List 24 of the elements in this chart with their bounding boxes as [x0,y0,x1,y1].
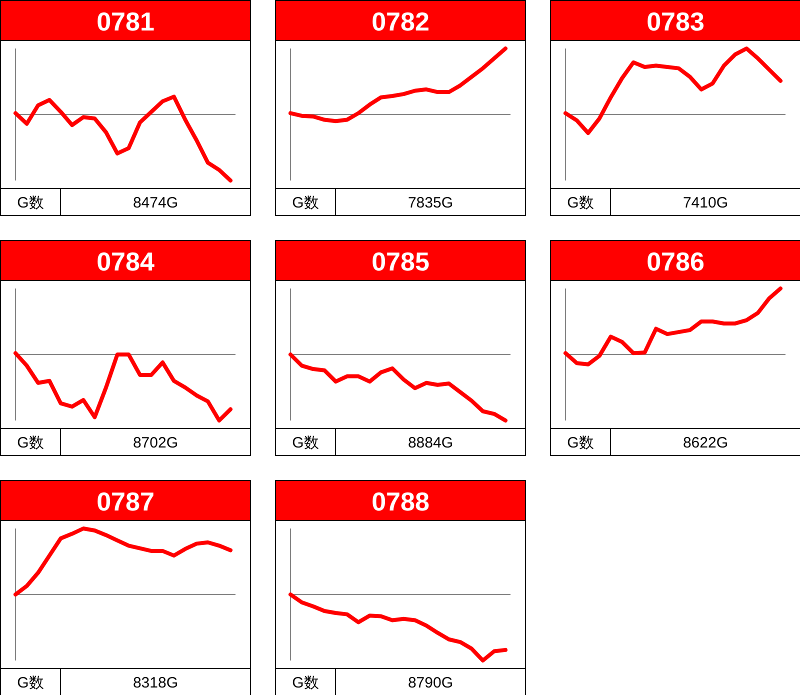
text: G数 [17,194,44,212]
text: G数 [17,674,44,692]
text: G数 [292,194,319,212]
text: G数 [567,194,594,212]
chart-title: 0788 [372,486,430,516]
text: 8622G [682,434,728,452]
chart-title: 0783 [646,6,704,36]
chart-title: 0781 [96,6,154,36]
text: G数 [567,434,594,452]
chart-title: 0787 [96,486,154,516]
text: G数 [292,434,319,452]
text: 7410G [682,194,728,212]
text: 8884G [408,434,454,452]
chart-title: 0786 [646,246,704,276]
text: 8318G [132,674,178,692]
text: 8702G [132,434,178,452]
text: G数 [17,434,44,452]
text: 8474G [132,194,178,212]
chart-title: 0784 [96,246,155,276]
chart-title: 0782 [372,6,430,36]
chart-title: 0785 [372,246,430,276]
text: 8790G [408,674,454,692]
text: G数 [292,674,319,692]
text: 7835G [408,194,454,212]
